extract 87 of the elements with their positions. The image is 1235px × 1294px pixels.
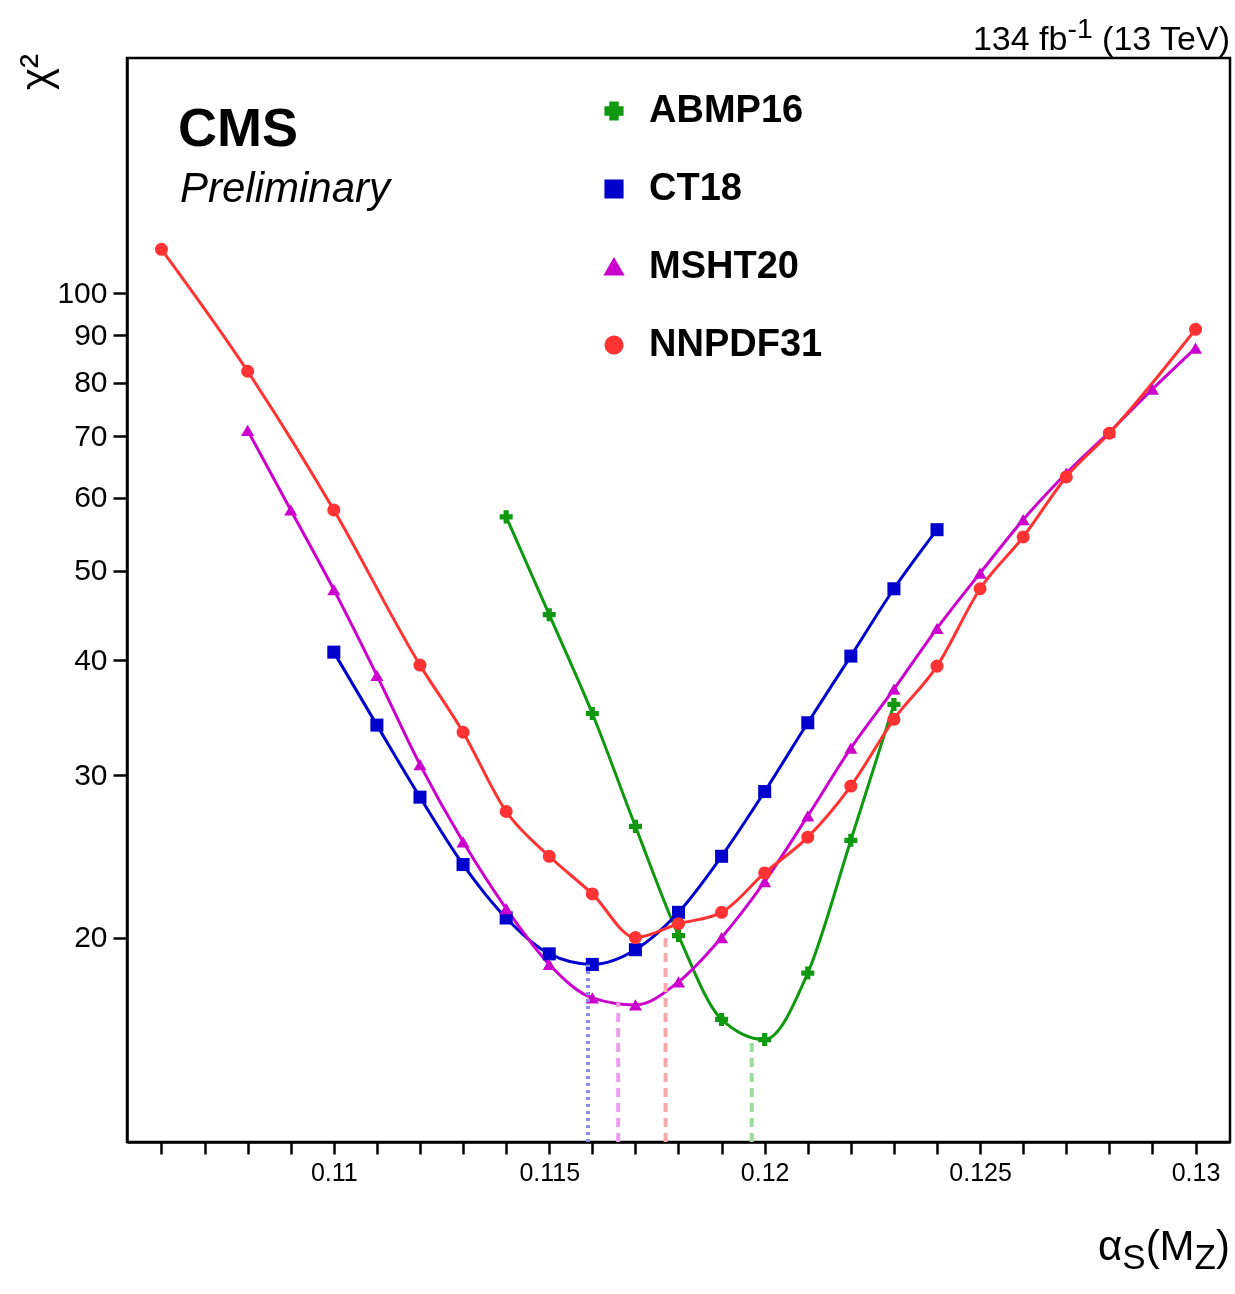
- point: [844, 742, 858, 754]
- point: [413, 790, 427, 804]
- y-tick-label: 60: [74, 480, 108, 514]
- point: [413, 658, 427, 672]
- point: [585, 707, 599, 721]
- annotation: CMS: [178, 96, 298, 158]
- point: [758, 1033, 772, 1047]
- x-tick-label: 0.115: [519, 1157, 581, 1186]
- text: 134 fb$^{-1}$ (13 TeV): [972, 12, 1230, 59]
- y-tick-label: 30: [74, 757, 108, 791]
- point: [887, 712, 901, 726]
- point: [887, 683, 901, 695]
- y-tick-label: 100: [57, 275, 108, 309]
- point: [801, 966, 815, 980]
- point: [1189, 342, 1203, 354]
- point: [930, 659, 944, 673]
- point: [542, 958, 556, 971]
- point: [715, 931, 729, 944]
- point: [542, 947, 556, 961]
- point: [542, 849, 556, 863]
- point: [327, 645, 341, 659]
- point: [1145, 383, 1159, 395]
- point: [456, 725, 470, 739]
- y-tick-label: 20: [74, 920, 108, 954]
- point: [973, 582, 987, 596]
- point: [1016, 530, 1030, 544]
- point: [628, 999, 642, 1011]
- point: [930, 523, 944, 537]
- x-tick-label: 0.12: [740, 1157, 790, 1186]
- y-tick-label: 90: [74, 317, 108, 351]
- point: [241, 424, 255, 437]
- point: [628, 931, 642, 945]
- point: [930, 622, 944, 634]
- y-tick-label: 40: [74, 642, 108, 676]
- point: [844, 779, 858, 793]
- point: [499, 902, 513, 915]
- point: [241, 364, 255, 378]
- point: [327, 583, 341, 596]
- x-axis-title: α$_{S}$(M$_{Z}$): [1097, 1222, 1230, 1278]
- annotation: Preliminary: [180, 164, 391, 212]
- point: [758, 866, 772, 880]
- point: [542, 608, 556, 622]
- point: [671, 929, 686, 943]
- point: [370, 718, 384, 732]
- point: [715, 1012, 729, 1026]
- point: [1016, 514, 1030, 526]
- point: [585, 887, 599, 901]
- legend-label: CT18: [649, 166, 742, 208]
- point: [973, 567, 987, 579]
- point: [284, 504, 298, 516]
- point: [499, 805, 513, 819]
- point: [413, 759, 427, 771]
- point: [456, 836, 470, 848]
- point: [801, 716, 815, 730]
- point: [327, 503, 341, 517]
- point: [585, 992, 599, 1004]
- point: [887, 697, 901, 711]
- point: [801, 810, 815, 822]
- point: [715, 905, 729, 919]
- point: [499, 510, 513, 524]
- point: [585, 957, 599, 971]
- point: [715, 849, 729, 863]
- point: [844, 833, 858, 847]
- legend-label: NNPDF31: [649, 322, 823, 364]
- point: [671, 905, 686, 919]
- y-axis-title: χ²: [12, 53, 60, 91]
- point: [887, 582, 901, 596]
- y-tick-label: 80: [74, 365, 108, 399]
- point: [628, 943, 642, 957]
- point: [671, 976, 686, 988]
- y-tick-label: 70: [74, 418, 108, 452]
- point: [801, 830, 815, 844]
- x-tick-label: 0.11: [310, 1157, 358, 1186]
- point: [844, 649, 858, 663]
- point: [758, 785, 772, 799]
- point: [1059, 470, 1073, 484]
- y-tick-label: 50: [74, 553, 108, 587]
- point: [456, 858, 470, 872]
- point: [628, 819, 642, 833]
- legend-label: MSHT20: [649, 244, 799, 286]
- x-tick-label: 0.13: [1171, 1157, 1221, 1186]
- x-tick-label: 0.125: [949, 1157, 1012, 1186]
- point: [1189, 322, 1203, 336]
- point: [671, 917, 686, 931]
- legend-label: ABMP16: [649, 88, 804, 130]
- point: [154, 242, 168, 256]
- point: [370, 669, 384, 682]
